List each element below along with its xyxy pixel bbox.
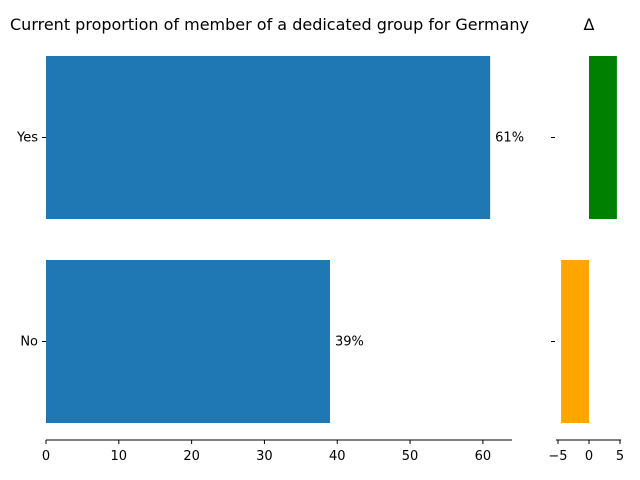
data-label-no: 39% — [335, 335, 364, 350]
x-tick-label: 60 — [475, 449, 492, 464]
x-tick-label: 0 — [42, 449, 50, 464]
bar-yes — [46, 56, 491, 219]
delta-x-tick-label: −5 — [548, 449, 567, 464]
delta-x-tick-label: 5 — [616, 449, 624, 464]
main-bar-plot: 61% Yes 39% No 0 10 20 30 40 50 60 — [16, 56, 524, 464]
delta-chart-title: Δ — [584, 15, 595, 34]
bar-no — [46, 260, 330, 423]
y-tick-label-yes: Yes — [16, 131, 38, 146]
y-tick-label-no: No — [20, 335, 38, 350]
x-tick-label: 10 — [111, 449, 128, 464]
x-tick-label: 50 — [402, 449, 419, 464]
delta-bar-plot: −5 0 5 — [548, 56, 624, 464]
x-tick-label: 30 — [256, 449, 273, 464]
main-chart-title: Current proportion of member of a dedica… — [10, 15, 529, 34]
delta-bar-yes — [589, 56, 617, 219]
delta-x-tick-label: 0 — [585, 449, 593, 464]
data-label-yes: 61% — [495, 131, 524, 146]
x-tick-label: 40 — [329, 449, 346, 464]
x-tick-label: 20 — [183, 449, 200, 464]
delta-bar-no — [561, 260, 589, 423]
